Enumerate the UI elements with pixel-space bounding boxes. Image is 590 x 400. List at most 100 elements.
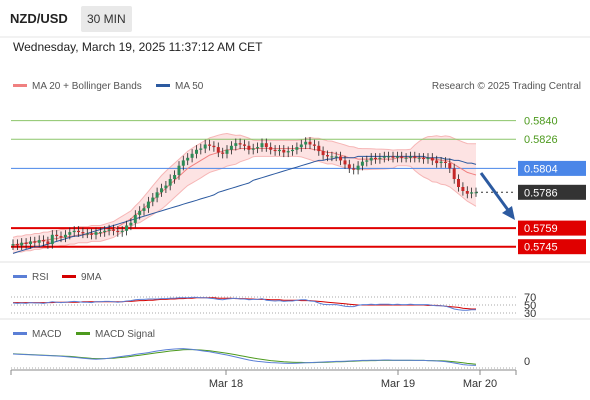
candle-body bbox=[435, 160, 439, 164]
bollinger-upper-line bbox=[12, 132, 476, 238]
candle-body bbox=[457, 179, 460, 187]
candle-body bbox=[326, 155, 329, 157]
candle-body bbox=[286, 151, 290, 153]
candle-body bbox=[269, 147, 273, 150]
candle-body bbox=[291, 149, 294, 152]
candle-body bbox=[308, 141, 312, 145]
candle-body bbox=[395, 156, 399, 158]
candle-body bbox=[212, 145, 216, 148]
candle-body bbox=[203, 144, 207, 149]
timeframe-button[interactable]: 30 MIN bbox=[81, 6, 132, 32]
candle-body bbox=[443, 161, 447, 163]
candle-body bbox=[382, 156, 386, 158]
macd-signal-line bbox=[12, 349, 477, 365]
rsi-tick-label: 30 bbox=[524, 308, 536, 320]
price-level-label-0.5786: 0.5786 bbox=[524, 187, 558, 199]
candle-body bbox=[360, 161, 364, 166]
candle-body bbox=[225, 149, 229, 154]
macd-legend-label: MACD bbox=[32, 329, 61, 340]
macd-line bbox=[12, 348, 477, 366]
candle-body bbox=[295, 147, 299, 150]
rsi-legend-swatch bbox=[13, 275, 27, 278]
candle-body bbox=[339, 156, 343, 161]
candle-body bbox=[186, 157, 190, 161]
candle-body bbox=[120, 230, 124, 233]
candle-body bbox=[15, 244, 19, 246]
candle-body bbox=[94, 232, 98, 235]
candle-body bbox=[273, 149, 277, 152]
candle-body bbox=[195, 149, 198, 154]
candle-body bbox=[304, 141, 308, 145]
candle-body bbox=[168, 179, 172, 186]
candle-body bbox=[133, 214, 137, 223]
candle-body bbox=[221, 152, 225, 154]
candle-body bbox=[448, 163, 452, 169]
price-level-tag-0.5786 bbox=[518, 184, 586, 200]
candle-body bbox=[356, 165, 360, 170]
candle-body bbox=[409, 156, 412, 158]
candle-body bbox=[90, 233, 94, 235]
macd-lines: 0 bbox=[11, 348, 530, 369]
candle-body bbox=[243, 144, 246, 146]
candle-body bbox=[24, 242, 28, 244]
rsi-ma-legend-label: 9MA bbox=[81, 272, 102, 283]
candle-body bbox=[317, 145, 321, 152]
candle-body bbox=[81, 232, 85, 234]
candle-body bbox=[413, 156, 417, 158]
candle-body bbox=[461, 187, 465, 191]
candle-body bbox=[155, 192, 159, 198]
candle-body bbox=[138, 210, 142, 215]
candle-body bbox=[422, 157, 426, 160]
candle-body bbox=[181, 160, 185, 166]
candle-body bbox=[146, 201, 150, 209]
candles bbox=[11, 137, 478, 250]
candle-body bbox=[164, 185, 168, 189]
candle-body bbox=[177, 165, 181, 175]
candle-body bbox=[330, 156, 334, 158]
bollinger-bands bbox=[12, 132, 477, 254]
candle-body bbox=[63, 234, 67, 238]
time-tick-label: Mar 19 bbox=[381, 378, 415, 390]
candle-body bbox=[347, 164, 351, 169]
price-level-label-0.5804: 0.5804 bbox=[524, 163, 558, 175]
candle-body bbox=[439, 161, 443, 163]
candle-body bbox=[208, 144, 212, 146]
candle-body bbox=[112, 229, 115, 231]
candle-body bbox=[264, 143, 268, 148]
candle-body bbox=[299, 144, 303, 148]
candle-body bbox=[452, 168, 456, 179]
candle-body bbox=[352, 168, 356, 170]
time-tick-label: Mar 20 bbox=[463, 378, 497, 390]
candle-body bbox=[277, 149, 281, 152]
candle-body bbox=[190, 153, 194, 158]
price-level-label-0.5759: 0.5759 bbox=[524, 223, 558, 235]
macd-signal-legend-label: MACD Signal bbox=[95, 329, 155, 340]
candle-body bbox=[11, 244, 15, 246]
forecast-arrow-head bbox=[502, 206, 515, 220]
candle-body bbox=[334, 156, 338, 158]
candle-body bbox=[474, 192, 478, 194]
time-tick-label: Mar 18 bbox=[209, 378, 243, 390]
price-level-label-0.5826: 0.5826 bbox=[524, 134, 558, 146]
candle-body bbox=[256, 147, 260, 149]
candle-body bbox=[160, 188, 163, 193]
candle-body bbox=[260, 143, 264, 148]
candle-body bbox=[251, 148, 255, 150]
rsi-tick-label: 70 bbox=[524, 292, 536, 304]
candle-body bbox=[374, 157, 377, 160]
candle-body bbox=[343, 160, 347, 165]
candle-body bbox=[85, 233, 89, 235]
candle-body bbox=[426, 157, 430, 160]
candle-body bbox=[103, 230, 107, 233]
bollinger-band-area bbox=[13, 133, 476, 254]
candle-body bbox=[238, 143, 242, 145]
ma50-legend-swatch bbox=[156, 84, 170, 87]
ma50-legend-label: MA 50 bbox=[175, 81, 204, 92]
candle-body bbox=[68, 232, 72, 235]
candle-body bbox=[465, 191, 469, 194]
candle-body bbox=[369, 157, 373, 161]
rsi-ma-legend-swatch bbox=[62, 275, 76, 278]
price-level-labels: 0.5840 0.5826 0.5804 0.5786 0.5759 0.5745 bbox=[518, 116, 586, 255]
candle-body bbox=[391, 156, 395, 158]
ma20-legend-label: MA 20 + Bollinger Bands bbox=[32, 81, 142, 92]
